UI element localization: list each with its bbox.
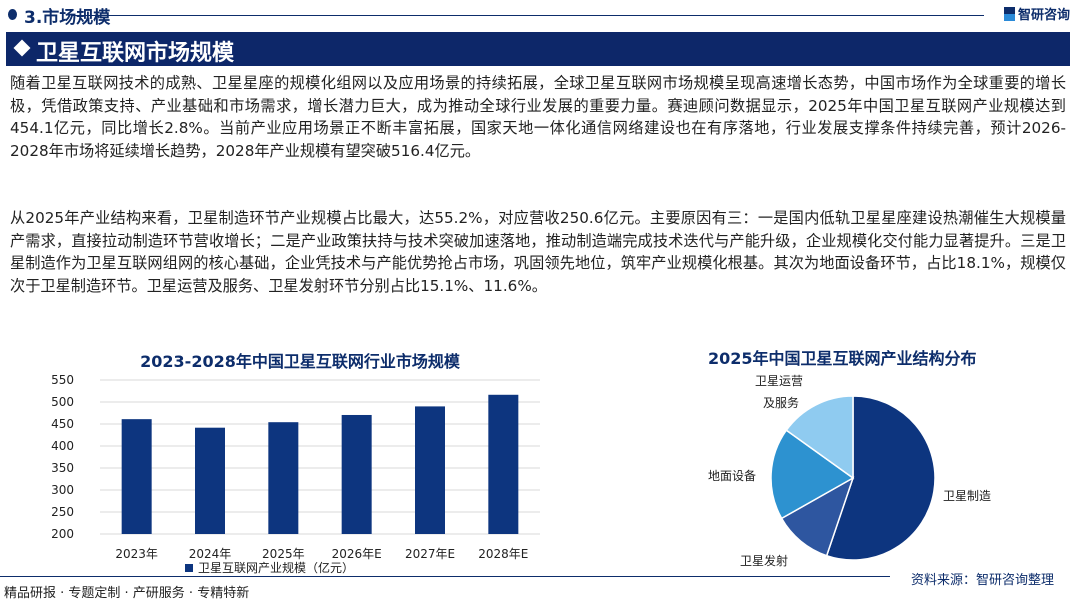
y-tick-label: 550 <box>51 373 74 387</box>
pie-label-line: 卫星运营 <box>755 374 803 388</box>
bar <box>415 406 445 534</box>
x-tick-label: 2026年E <box>332 547 382 561</box>
paragraph-2: 从2025年产业结构来看，卫星制造环节产业规模占比最大，达55.2%，对应营收2… <box>10 209 1066 295</box>
pie-label: 卫星发射 <box>740 553 788 568</box>
pie-slice <box>770 429 855 520</box>
bar <box>341 414 372 534</box>
bar-chart-title: 2023-2028年中国卫星互联网行业市场规模 <box>140 352 461 371</box>
source-note: 资料来源：智研咨询整理 <box>910 573 1054 588</box>
pie-label-line: 卫星发射 <box>740 553 788 568</box>
pie-label: 卫星制造 <box>943 489 991 503</box>
x-tick-label: 2027年E <box>405 547 455 561</box>
pie-label: 卫星运营及服务 <box>755 374 803 410</box>
diamond-icon <box>13 39 31 57</box>
bar <box>488 394 519 534</box>
bar <box>121 419 152 534</box>
x-tick-label: 2025年 <box>262 547 305 561</box>
bullet-icon <box>8 9 17 20</box>
pie-chart-title: 2025年中国卫星互联网产业结构分布 <box>708 349 977 368</box>
section-header: 3.市场规模 智研咨询 <box>0 0 1076 28</box>
y-tick-label: 400 <box>51 439 74 453</box>
brand-logo: 智研咨询 <box>1003 4 1070 23</box>
section-title: 3.市场规模 <box>24 8 111 28</box>
y-tick-label: 250 <box>51 505 74 519</box>
paragraph-1: 随着卫星互联网技术的成熟、卫星星座的规模化组网以及应用场景的持续拓展，全球卫星互… <box>10 74 1066 160</box>
pie-slice <box>825 395 936 561</box>
y-tick-label: 500 <box>51 395 74 409</box>
logo-icon <box>1003 6 1015 21</box>
y-tick-label: 350 <box>51 461 74 475</box>
y-tick-label: 300 <box>51 483 74 497</box>
pie-label: 地面设备 <box>708 469 756 483</box>
x-tick-label: 2028年E <box>478 547 528 561</box>
x-tick-label: 2023年 <box>115 547 158 561</box>
page-title: 卫星互联网市场规模 <box>36 41 235 66</box>
divider <box>72 15 984 16</box>
pie-label-line: 卫星制造 <box>943 489 991 503</box>
pie-slice <box>785 395 854 480</box>
y-tick-label: 450 <box>51 417 74 431</box>
legend-label: 卫星互联网产业规模（亿元） <box>198 560 354 575</box>
pie-label-line: 地面设备 <box>708 469 756 483</box>
footer-text: 精品研报 · 专题定制 · 产研服务 · 专精特新 <box>4 586 250 601</box>
logo-text: 智研咨询 <box>1017 8 1070 23</box>
footer-divider <box>0 576 890 577</box>
bar <box>268 422 299 534</box>
bar <box>195 427 225 534</box>
pie-label-line: 及服务 <box>763 395 799 410</box>
x-tick-label: 2024年 <box>189 547 232 561</box>
bar-chart: 2023-2028年中国卫星互联网行业市场规模 200 250 300 350 400 4… <box>51 352 540 575</box>
y-tick-label: 200 <box>51 527 74 541</box>
legend-swatch <box>185 564 193 572</box>
title-banner: 卫星互联网市场规模 <box>6 32 1070 66</box>
